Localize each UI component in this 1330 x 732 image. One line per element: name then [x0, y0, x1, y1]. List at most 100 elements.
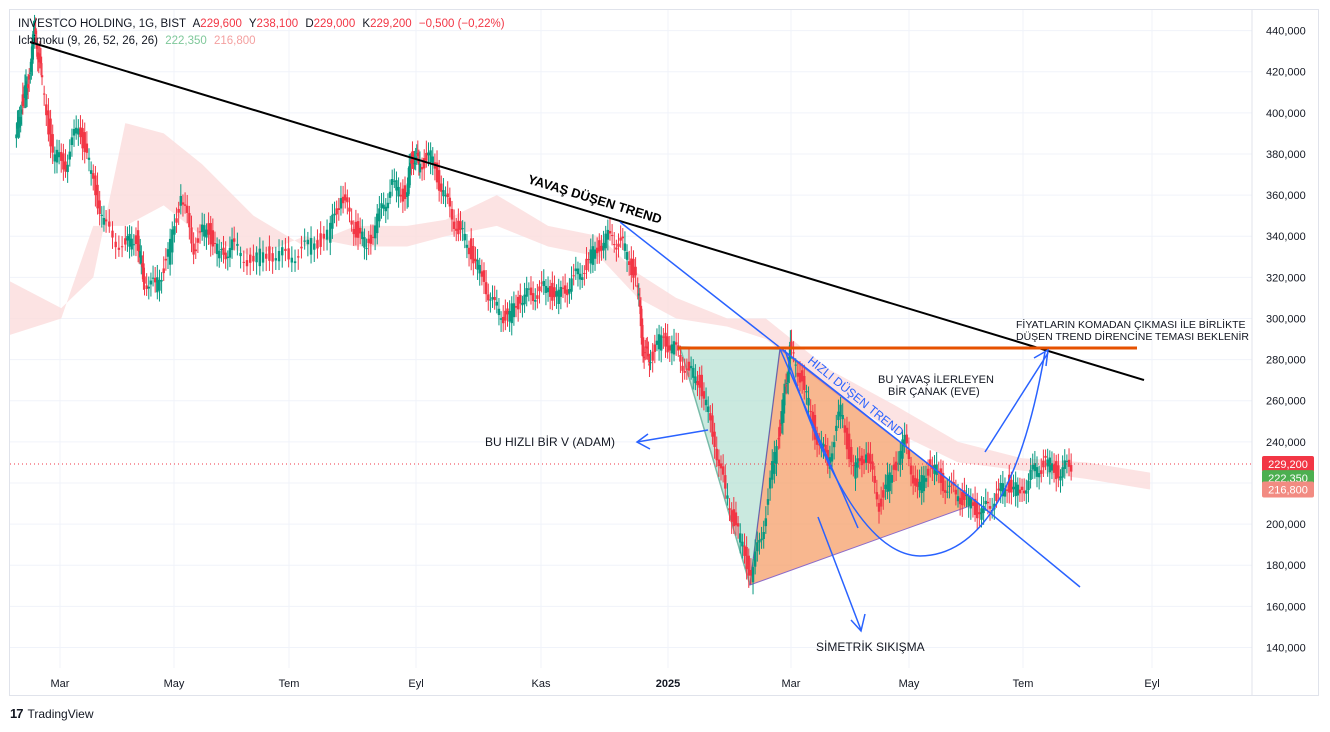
candle-body[interactable] [413, 163, 416, 165]
candle-body[interactable] [1022, 490, 1026, 494]
candle-body[interactable] [854, 462, 857, 479]
candle-body[interactable] [516, 296, 520, 310]
candle-body[interactable] [337, 208, 341, 210]
candle-body[interactable] [907, 449, 911, 459]
candle-body[interactable] [869, 454, 872, 464]
candle-body[interactable] [711, 415, 714, 437]
candle-body[interactable] [638, 300, 642, 307]
candle-body[interactable] [200, 224, 204, 233]
candle-body[interactable] [660, 335, 663, 351]
candle-body[interactable] [49, 118, 52, 147]
candle-body[interactable] [258, 248, 262, 267]
candle-body[interactable] [83, 132, 86, 153]
candle-body[interactable] [136, 230, 140, 251]
candle-body[interactable] [730, 510, 733, 522]
candle-body[interactable] [168, 238, 172, 265]
candle-body[interactable] [858, 458, 861, 462]
candle-body[interactable] [32, 30, 35, 49]
candle-body[interactable] [232, 238, 236, 242]
candle-body[interactable] [941, 472, 945, 492]
candle-body[interactable] [839, 404, 842, 417]
candle-body[interactable] [300, 246, 303, 249]
candle-body[interactable] [111, 230, 114, 238]
candle-body[interactable] [493, 296, 496, 301]
candle-body[interactable] [681, 365, 684, 371]
candle-body[interactable] [600, 245, 603, 251]
candle-body[interactable] [773, 451, 776, 474]
candle-body[interactable] [297, 256, 300, 258]
candle-body[interactable] [21, 94, 25, 107]
candle-body[interactable] [882, 490, 885, 498]
candle-body[interactable] [871, 461, 874, 470]
candle-body[interactable] [598, 240, 601, 252]
candle-body[interactable] [639, 305, 643, 327]
candle-body[interactable] [709, 413, 712, 421]
candle-body[interactable] [104, 219, 108, 222]
candle-body[interactable] [555, 291, 558, 297]
candle-body[interactable] [31, 42, 34, 64]
candle-body[interactable] [211, 230, 215, 247]
candle-body[interactable] [19, 116, 22, 125]
candle-body[interactable] [721, 466, 725, 475]
candle-body[interactable] [30, 58, 33, 72]
candle-body[interactable] [81, 128, 84, 149]
candle-body[interactable] [747, 555, 750, 576]
candle-body[interactable] [134, 235, 138, 245]
candle-body[interactable] [40, 75, 44, 78]
candle-body[interactable] [388, 191, 392, 198]
candle-body[interactable] [79, 127, 82, 138]
candle-body[interactable] [561, 287, 565, 289]
candle-body[interactable] [954, 489, 958, 495]
candle-body[interactable] [903, 434, 906, 447]
candle-body[interactable] [151, 277, 155, 279]
candle-body[interactable] [523, 294, 526, 305]
candle-body[interactable] [506, 308, 509, 315]
candle-body[interactable] [719, 463, 723, 469]
candle-body[interactable] [779, 422, 782, 426]
candle-body[interactable] [743, 545, 746, 556]
candle-body[interactable] [531, 293, 535, 302]
candle-body[interactable] [978, 512, 981, 515]
candle-body[interactable] [108, 221, 111, 227]
candle-body[interactable] [329, 222, 332, 243]
candle-body[interactable] [1042, 460, 1045, 468]
candle-body[interactable] [1050, 463, 1054, 471]
candle-body[interactable] [482, 270, 486, 282]
candle-body[interactable] [137, 244, 141, 253]
candle-body[interactable] [971, 502, 975, 506]
candle-body[interactable] [120, 246, 124, 248]
candle-body[interactable] [946, 491, 949, 493]
candle-body[interactable] [595, 247, 599, 254]
candle-body[interactable] [281, 247, 284, 256]
candle-body[interactable] [1052, 464, 1056, 473]
candle-body[interactable] [504, 310, 507, 321]
candle-body[interactable] [68, 151, 71, 160]
candle-body[interactable] [358, 227, 362, 234]
candle-body[interactable] [807, 397, 810, 406]
candle-body[interactable] [1059, 476, 1062, 481]
candle-body[interactable] [785, 382, 789, 384]
candle-body[interactable] [758, 539, 761, 543]
candle-body[interactable] [186, 205, 189, 213]
candle-body[interactable] [376, 213, 379, 234]
candle-body[interactable] [181, 202, 185, 205]
candle-body[interactable] [102, 217, 106, 225]
candle-body[interactable] [884, 484, 887, 490]
candle-body[interactable] [474, 258, 477, 262]
candle-body[interactable] [480, 271, 484, 277]
candle-body[interactable] [446, 193, 449, 198]
candle-body[interactable] [489, 299, 492, 301]
candle-body[interactable] [602, 242, 605, 251]
candle-body[interactable] [634, 266, 637, 276]
candle-body[interactable] [589, 249, 592, 264]
candle-body[interactable] [1048, 457, 1052, 473]
candle-body[interactable] [255, 252, 258, 263]
candle-body[interactable] [224, 252, 227, 260]
candle-body[interactable] [371, 236, 375, 238]
candle-body[interactable] [789, 341, 792, 359]
candle-body[interactable] [130, 238, 133, 250]
candle-body[interactable] [860, 455, 864, 466]
fast-trend-extension[interactable] [977, 502, 1081, 588]
symbol-title[interactable]: INVESTCO HOLDING, 1G, BIST [18, 18, 187, 30]
candle-body[interactable] [847, 433, 851, 460]
